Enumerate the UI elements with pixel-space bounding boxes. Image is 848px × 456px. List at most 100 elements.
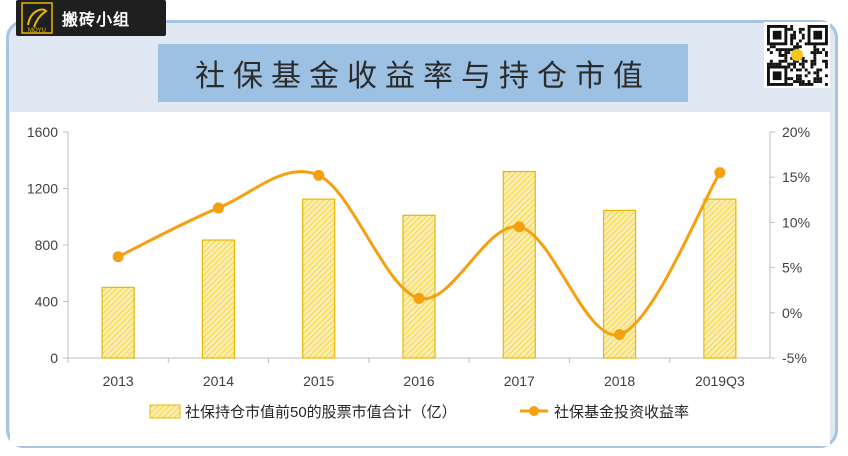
qr-module — [819, 80, 823, 83]
qr-module — [778, 54, 782, 57]
qr-module — [790, 27, 794, 31]
qr-module — [816, 77, 820, 81]
qr-module — [822, 59, 825, 63]
qr-module — [787, 62, 791, 66]
qr-module — [790, 42, 794, 46]
qr-module — [813, 62, 817, 66]
qr-module — [775, 48, 779, 52]
qr-module — [819, 77, 823, 81]
qr-module — [807, 80, 811, 83]
legend-bar-label: 社保持仓市值前50的股票市值合计（亿） — [185, 404, 457, 421]
qr-module — [816, 48, 820, 52]
qr-module — [767, 62, 770, 66]
y-left-tick-label: 1200 — [27, 181, 58, 197]
bar-2016 — [402, 214, 436, 359]
qr-module — [801, 27, 805, 31]
qr-code-icon — [767, 25, 828, 86]
qr-module — [798, 27, 802, 31]
return-point-2014 — [212, 202, 224, 214]
qr-module — [796, 77, 799, 81]
qr-module — [825, 62, 828, 66]
qr-module — [787, 51, 791, 54]
qr-module — [793, 33, 796, 37]
y-left-tick-label: 1600 — [27, 124, 58, 140]
qr-module — [825, 51, 828, 54]
qr-module — [798, 62, 802, 66]
qr-module — [798, 30, 802, 34]
qr-module — [819, 68, 823, 72]
y-left-tick-label: 0 — [50, 350, 58, 366]
qr-module — [810, 65, 814, 69]
qr-module — [793, 80, 796, 83]
qr-module — [813, 54, 817, 57]
qr-module — [772, 62, 776, 66]
qr-module — [801, 80, 805, 83]
qr-module — [790, 62, 794, 66]
qr-module — [825, 65, 828, 69]
y-right-tick-label: 15% — [782, 169, 810, 185]
qr-module — [798, 39, 802, 43]
logo-text: MOYU — [28, 28, 46, 34]
qr-module — [793, 30, 796, 34]
qr-module — [801, 33, 805, 37]
qr-module — [810, 51, 814, 54]
return-line — [117, 170, 722, 337]
qr-module — [790, 68, 794, 72]
qr-module — [784, 59, 788, 63]
qr-module — [807, 71, 811, 75]
plot-area: 0 400 800 1200 1600 -5% 0% 5% 10% 15% 20% 2013 2014 2… — [10, 112, 830, 446]
qr-module — [793, 45, 796, 49]
qr-code — [764, 22, 830, 88]
qr-module — [825, 59, 828, 63]
qr-module — [813, 59, 817, 63]
qr-module — [781, 59, 785, 63]
qr-module — [825, 54, 828, 57]
y-left-tick-label: 800 — [35, 237, 59, 253]
qr-module — [798, 45, 802, 49]
bar-2015 — [302, 198, 336, 359]
x-tick-label: 2014 — [203, 373, 234, 389]
legend-line-label: 社保基金投资收益率 — [554, 404, 689, 421]
qr-module — [790, 77, 794, 81]
x-tick-label: 2018 — [604, 373, 635, 389]
qr-module — [801, 65, 805, 69]
qr-module — [810, 83, 814, 86]
qr-module — [767, 48, 770, 52]
brand-logo-icon: MOYU — [21, 2, 53, 34]
qr-module — [793, 62, 796, 66]
qr-module — [801, 56, 805, 60]
qr-module — [810, 62, 814, 66]
qr-module — [801, 62, 805, 66]
qr-module — [798, 77, 802, 81]
qr-module — [796, 68, 799, 72]
qr-module — [787, 27, 791, 31]
brand-badge: MOYU 搬砖小组 — [16, 0, 166, 36]
qr-module — [816, 80, 820, 83]
qr-module — [801, 36, 805, 40]
qr-module — [813, 48, 817, 52]
qr-module — [778, 62, 782, 66]
y-right-tick-label: 10% — [782, 214, 810, 230]
legend-bar-swatch — [149, 404, 181, 419]
qr-module — [822, 48, 825, 52]
qr-module — [790, 33, 794, 37]
qr-module — [775, 62, 779, 66]
qr-module — [804, 59, 808, 63]
qr-module — [798, 83, 802, 86]
qr-module — [796, 80, 799, 83]
qr-module — [790, 39, 794, 43]
qr-module — [816, 68, 820, 72]
qr-finder-core — [772, 71, 782, 81]
qr-module — [804, 68, 808, 72]
qr-module — [804, 42, 808, 46]
bar-2017 — [502, 170, 536, 359]
qr-module — [813, 45, 817, 49]
qr-module — [798, 74, 802, 78]
qr-module — [813, 56, 817, 60]
bar-2014 — [201, 239, 236, 359]
brand-name: 搬砖小组 — [62, 10, 131, 29]
qr-module — [793, 36, 796, 40]
qr-module — [787, 77, 791, 81]
title-banner: 社保基金收益率与持仓市值 — [158, 44, 688, 102]
y-right-tick-label: -5% — [782, 350, 807, 366]
